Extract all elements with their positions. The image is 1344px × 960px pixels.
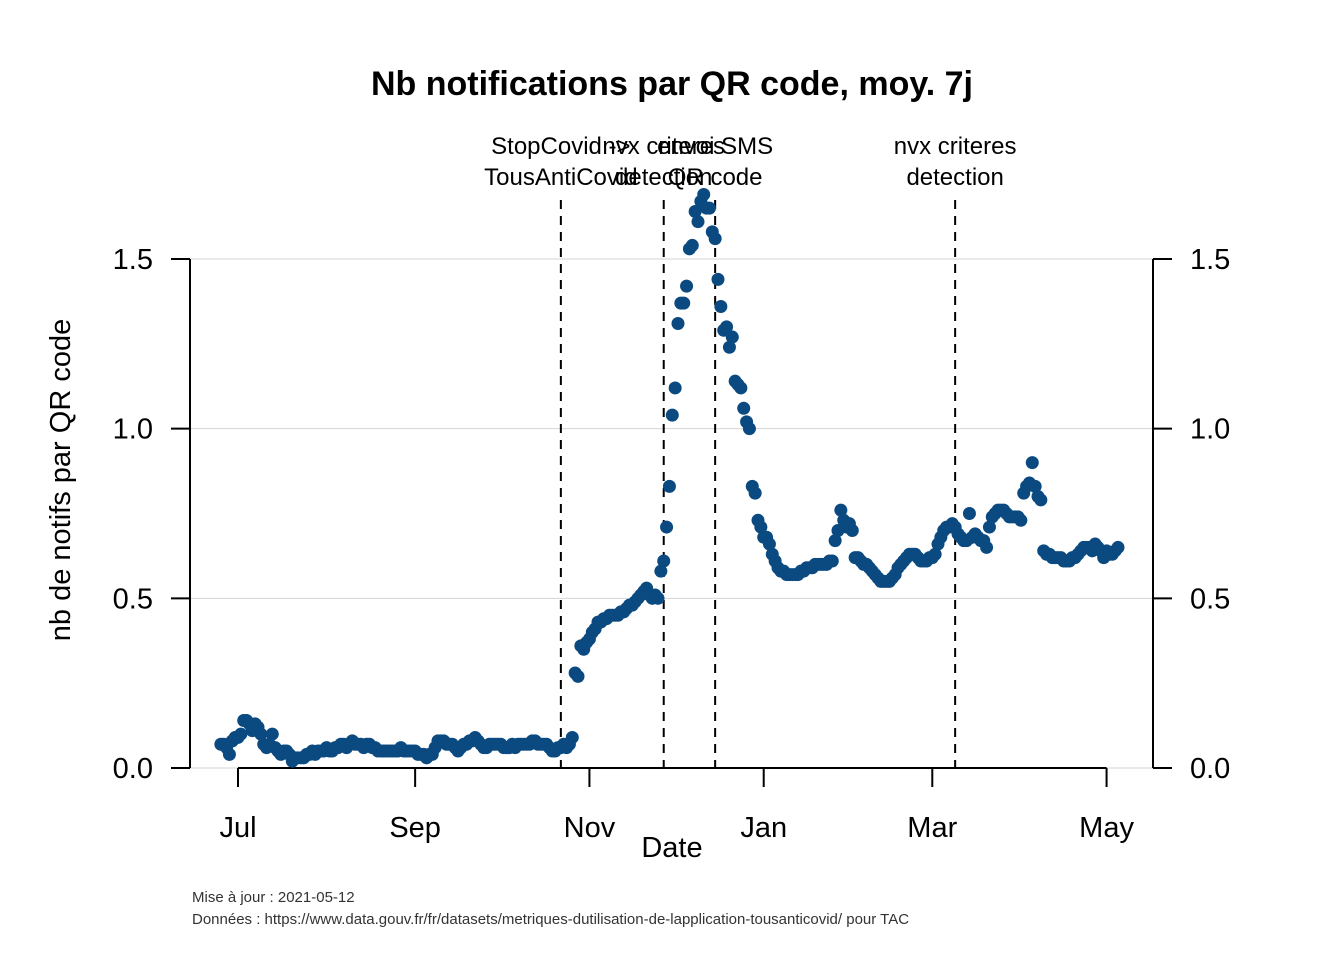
data-point: [980, 540, 994, 554]
data-point: [651, 591, 665, 605]
y-tick-label-right: 0.5: [1190, 583, 1230, 615]
event-label: nvx criteres: [894, 133, 1017, 160]
y-tick-label-right: 1.5: [1190, 244, 1230, 276]
data-point: [1028, 479, 1042, 493]
y-tick-label-left: 1.5: [113, 244, 153, 276]
data-point: [265, 727, 279, 741]
axes: 0.0 0.0 0.5 0.5 1.0 1.0 1.5 1.5 Jul Sep Nov Jan Mar M…: [113, 244, 1231, 844]
event-label: detection: [906, 164, 1003, 191]
data-point: [680, 279, 694, 293]
data-point: [665, 408, 679, 422]
event-label: envoi SMS: [657, 133, 773, 160]
data-point: [962, 507, 976, 520]
y-tick-label-left: 0.0: [113, 753, 153, 785]
data-points: [214, 188, 1125, 768]
data-point: [1014, 513, 1028, 527]
y-axis-label: nb de notifs par QR code: [45, 319, 77, 641]
data-point: [654, 564, 668, 578]
event-label: QR code: [668, 164, 763, 191]
data-point: [748, 486, 762, 500]
data-point: [711, 272, 725, 286]
data-point: [702, 201, 716, 215]
data-point: [982, 520, 996, 534]
event-markers: StopCovid -> TousAntiCovid nvx criteres det…: [484, 133, 1016, 768]
data-point: [691, 215, 705, 229]
data-point: [708, 232, 722, 246]
data-point: [720, 320, 734, 334]
data-point: [742, 422, 756, 436]
x-tick-label: Jul: [219, 812, 256, 844]
x-tick-label: May: [1079, 812, 1134, 844]
x-tick-label: Mar: [907, 812, 957, 844]
x-tick-label: Jan: [740, 812, 787, 844]
data-point: [254, 727, 268, 741]
data-point: [1025, 456, 1039, 470]
data-point: [1111, 540, 1125, 554]
data-point: [571, 669, 585, 683]
data-point: [685, 238, 699, 252]
x-tick-label: Sep: [389, 812, 441, 844]
data-point: [714, 300, 728, 314]
event-label: nvx criteres: [602, 133, 725, 160]
data-point: [845, 523, 859, 537]
x-tick-label: Nov: [564, 812, 616, 844]
y-tick-label-right: 1.0: [1190, 414, 1230, 446]
x-axis-label: Date: [641, 832, 702, 864]
chart-title: Nb notifications par QR code, moy. 7j: [371, 65, 973, 103]
y-tick-label-right: 0.0: [1190, 753, 1230, 785]
data-point: [234, 727, 248, 741]
data-point: [725, 330, 739, 344]
data-point: [697, 188, 711, 202]
data-point: [737, 401, 751, 415]
data-point: [828, 534, 842, 548]
data-point: [677, 296, 691, 310]
data-point: [222, 747, 236, 761]
data-point: [734, 381, 748, 395]
data-point: [1034, 493, 1048, 507]
data-point: [565, 730, 579, 744]
data-point: [825, 554, 839, 568]
data-point: [662, 479, 676, 493]
update-caption: Mise à jour : 2021-05-12: [192, 889, 355, 906]
data-point: [928, 547, 942, 561]
data-point: [660, 520, 674, 534]
y-tick-label-left: 0.5: [113, 583, 153, 615]
y-tick-label-left: 1.0: [113, 414, 153, 446]
event-label: detection: [615, 164, 712, 191]
source-caption: Données : https://www.data.gouv.fr/fr/da…: [192, 911, 909, 928]
data-point: [754, 520, 768, 534]
data-point: [671, 316, 685, 330]
data-point: [762, 537, 776, 551]
data-point: [668, 381, 682, 395]
data-point: [834, 503, 848, 517]
event-label: TousAntiCovid: [484, 164, 637, 191]
data-point: [688, 204, 702, 218]
data-point: [657, 554, 671, 568]
event-label: StopCovid ->: [491, 133, 630, 160]
data-point: [722, 340, 736, 354]
